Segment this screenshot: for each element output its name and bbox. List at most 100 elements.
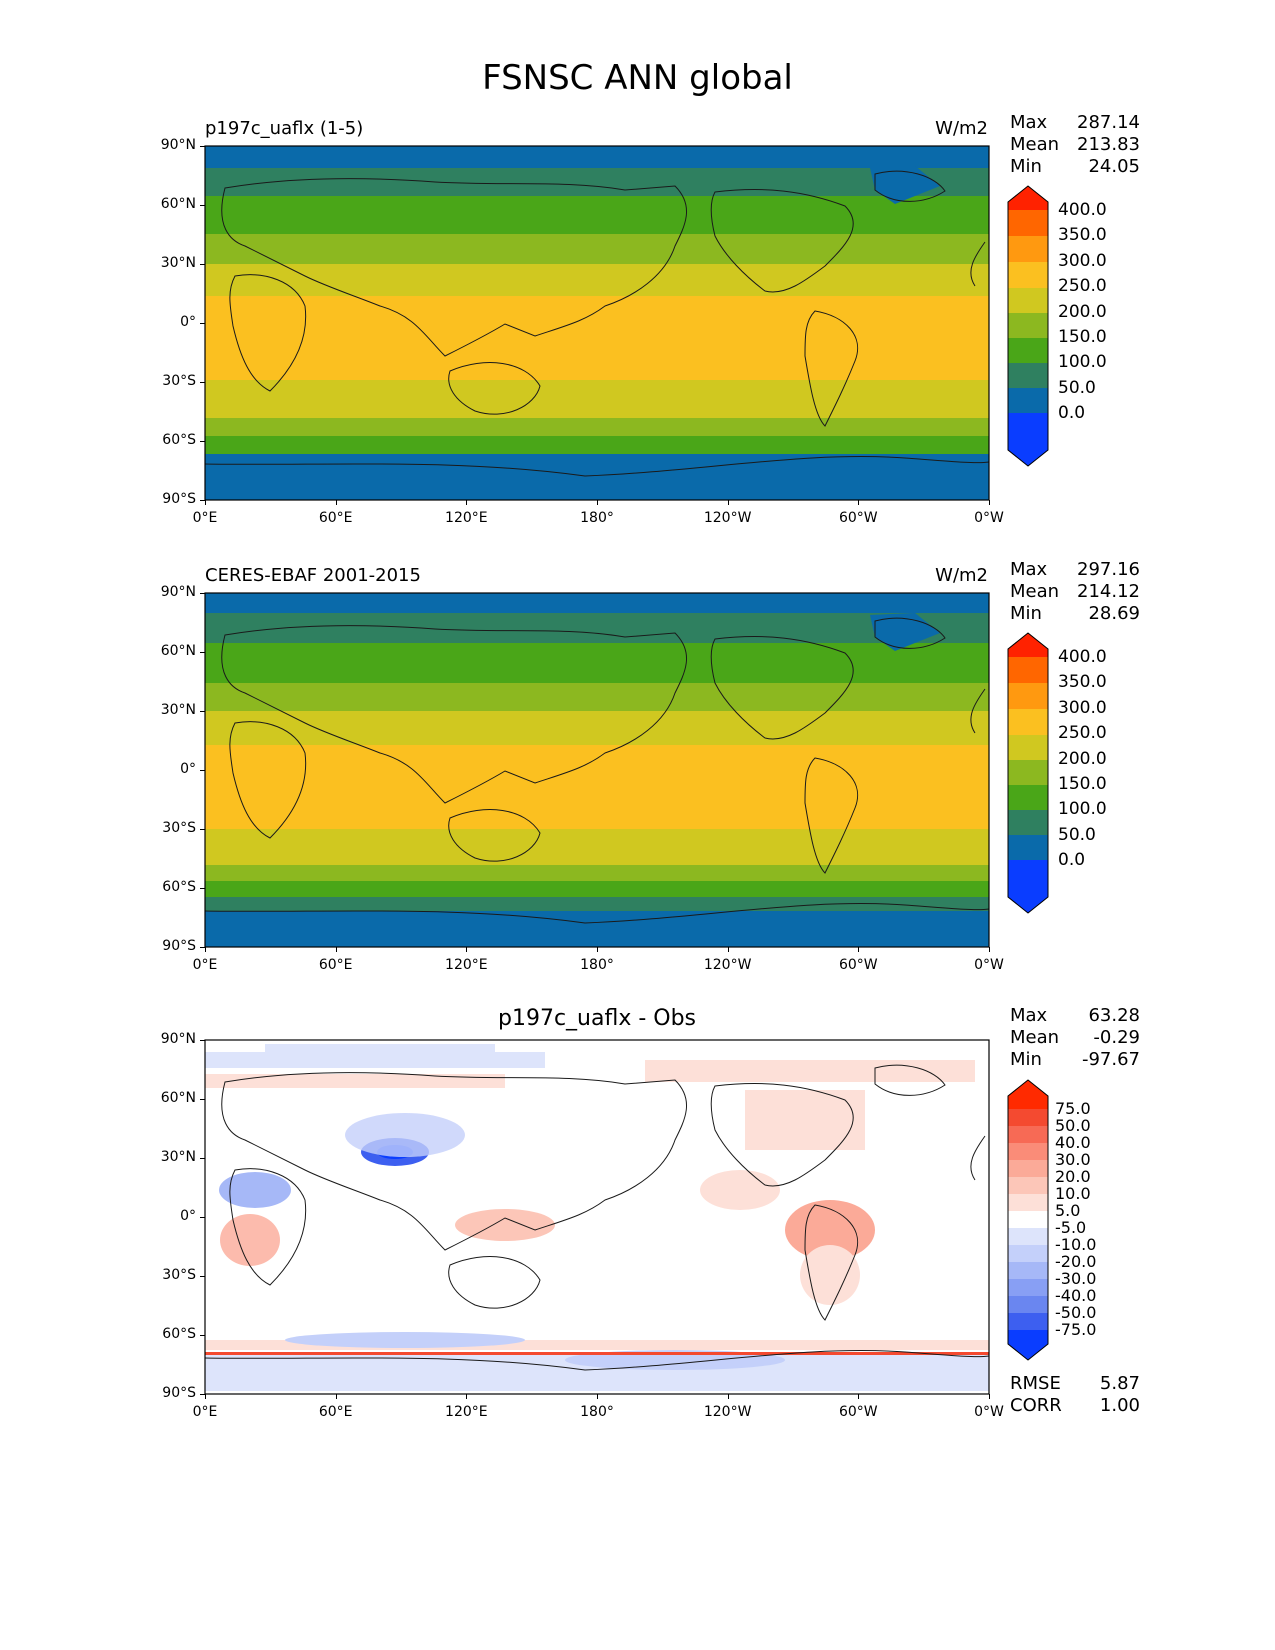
band-subarctic <box>205 613 989 643</box>
colorbar-label: -75.0 <box>1055 1320 1097 1339</box>
lat-tick-label: 90°S <box>162 1385 196 1401</box>
tick-mark <box>335 947 337 952</box>
lat-tick-label: 60°N <box>160 643 196 659</box>
band-ice-edge <box>205 897 989 911</box>
lat-tick-label: 30°N <box>160 702 196 718</box>
lat-tick-label: 30°N <box>160 1149 196 1165</box>
tick-mark <box>989 500 990 505</box>
lon-tick-label: 180° <box>580 957 614 973</box>
colorbar-label: 400.0 <box>1058 647 1107 667</box>
band-midlat-n <box>205 234 989 264</box>
colorbar-label: 300.0 <box>1058 697 1107 718</box>
tick-mark <box>466 1394 468 1399</box>
tick-mark <box>335 500 337 505</box>
lon-tick-label: 0°W <box>974 1404 1004 1420</box>
colorbar-label: 350.0 <box>1058 225 1107 246</box>
colorbar-label: 400.0 <box>1058 200 1107 220</box>
panel-2-map <box>204 592 990 948</box>
tick-mark <box>200 1335 205 1336</box>
lat-tick-label: 60°S <box>162 879 196 895</box>
stat-max-label: Max <box>1010 1005 1048 1026</box>
tick-mark <box>335 1394 337 1399</box>
stat-max-value: 63.28 <box>1088 1005 1140 1026</box>
band-subtrop-n <box>205 264 989 296</box>
stat-mean-value: -0.29 <box>1093 1027 1140 1048</box>
stat-mean-label: Mean <box>1010 1027 1060 1048</box>
lat-tick-label: 60°N <box>160 196 196 212</box>
colorbar-label: -50.0 <box>1055 1303 1097 1322</box>
colorbar-label: 75.0 <box>1055 1099 1091 1118</box>
lat-tick-label: 90°N <box>160 584 196 600</box>
stat-mean-value: 214.12 <box>1077 581 1140 602</box>
tick-mark <box>200 593 205 594</box>
panel-2-units: W/m2 <box>935 565 988 586</box>
lon-tick-label: 120°E <box>445 1404 488 1420</box>
band-arctic <box>205 146 989 168</box>
band-arctic <box>205 593 989 613</box>
lat-tick-label: 0° <box>180 761 196 777</box>
tick-mark <box>200 770 205 771</box>
lon-tick-label: 0°E <box>192 510 218 526</box>
tick-mark <box>597 1394 598 1399</box>
stat-min-label: Min <box>1010 156 1042 177</box>
lon-tick-label: 180° <box>580 510 614 526</box>
tick-mark <box>200 441 205 442</box>
lon-tick-label: 120°W <box>703 1404 752 1420</box>
coastlines <box>204 617 990 924</box>
lat-tick-label: 90°S <box>162 938 196 954</box>
band-midlat-s <box>205 418 989 436</box>
tick-mark <box>200 146 205 147</box>
panel-1-title: p197c_uaflx (1-5) <box>205 118 364 139</box>
tick-mark <box>466 947 468 952</box>
tick-mark <box>858 947 860 952</box>
lon-tick-label: 0°E <box>192 1404 218 1420</box>
tick-mark <box>466 500 468 505</box>
lon-tick-label: 120°E <box>445 957 488 973</box>
tick-mark <box>200 652 205 653</box>
band-antarctic <box>205 911 989 947</box>
colorbar-label: 250.0 <box>1058 276 1107 297</box>
band-boreal <box>205 643 989 683</box>
tick-mark <box>200 382 205 383</box>
colorbar-label: -5.0 <box>1055 1218 1087 1237</box>
colorbar-label: 200.0 <box>1058 301 1107 322</box>
band-subtrop-s <box>205 829 989 865</box>
colorbar-label: 20.0 <box>1055 1167 1091 1186</box>
colorbar-label: 10.0 <box>1055 1184 1091 1203</box>
panel-1-stats: Max 287.14 Mean 213.83 Min 24.05 <box>1010 112 1140 178</box>
rmse-value: 5.87 <box>1099 1373 1140 1394</box>
colorbar-label: 50.0 <box>1058 824 1096 845</box>
lon-tick-label: 60°E <box>318 510 353 526</box>
colorbar-label: 5.0 <box>1055 1201 1081 1220</box>
lat-tick-label: 60°N <box>160 1090 196 1106</box>
lon-tick-label: 60°W <box>838 957 878 973</box>
colorbar-label: 250.0 <box>1058 723 1107 744</box>
colorbar-label: 200.0 <box>1058 748 1107 769</box>
lat-tick-label: 0° <box>180 1208 196 1224</box>
colorbar-label: 50.0 <box>1058 377 1096 398</box>
colorbar-label: 40.0 <box>1055 1133 1091 1152</box>
lat-tick-label: 90°N <box>160 137 196 153</box>
lat-tick-label: 90°S <box>162 491 196 507</box>
lat-tick-label: 30°S <box>162 1267 196 1283</box>
tick-mark <box>200 1394 205 1395</box>
band-subarctic <box>205 168 989 196</box>
band-southern-ocean <box>205 436 989 454</box>
tick-mark <box>200 1276 205 1277</box>
lat-tick-label: 30°S <box>162 820 196 836</box>
panel-1-units: W/m2 <box>935 118 988 139</box>
colorbar-label: 100.0 <box>1058 352 1107 373</box>
panel-3-map <box>204 1039 990 1395</box>
tick-mark <box>200 829 205 830</box>
tick-mark <box>200 500 205 501</box>
lat-tick-label: 30°N <box>160 255 196 271</box>
tick-mark <box>200 1217 205 1218</box>
lon-tick-label: 60°W <box>838 1404 878 1420</box>
tick-mark <box>200 1099 205 1100</box>
tick-mark <box>205 1394 206 1399</box>
lon-tick-label: 180° <box>580 1404 614 1420</box>
colorbar-label: 300.0 <box>1058 250 1107 271</box>
colorbar-label: 150.0 <box>1058 774 1107 794</box>
lon-tick-label: 120°E <box>445 510 488 526</box>
tick-mark <box>727 500 729 505</box>
